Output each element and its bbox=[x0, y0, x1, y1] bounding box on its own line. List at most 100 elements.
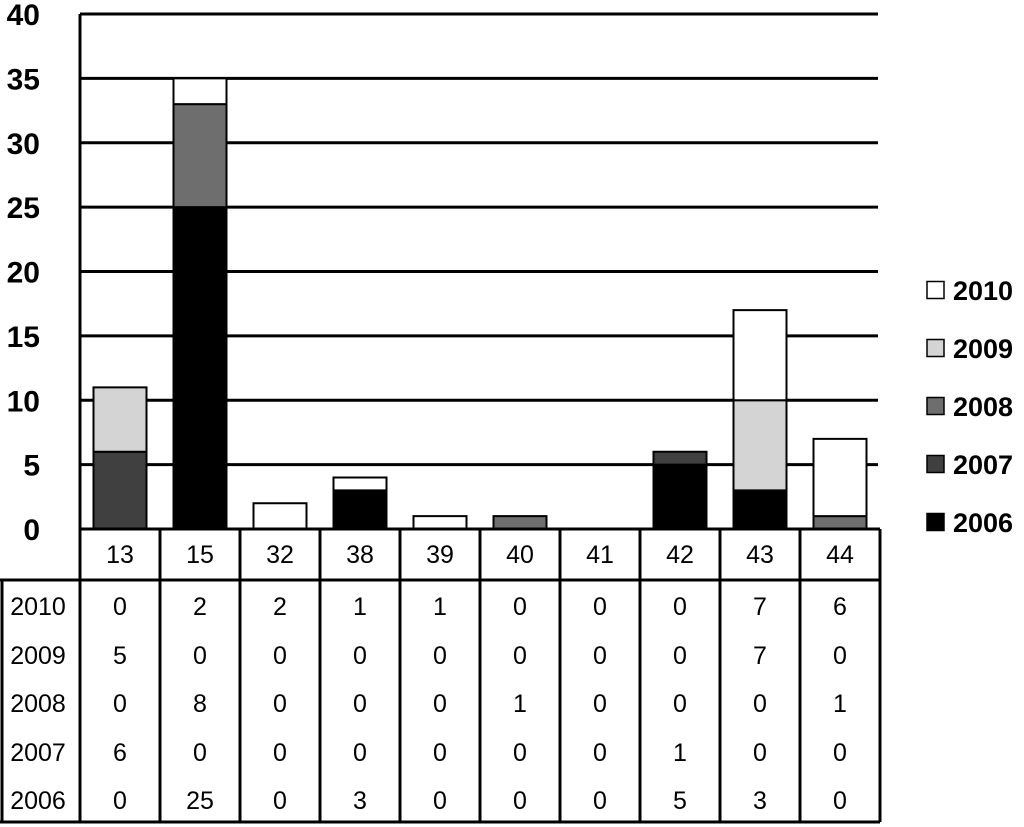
bar-segment-43-2009 bbox=[732, 399, 788, 492]
table-cell-2009-41: 0 bbox=[593, 642, 607, 670]
bar-segment-43-2010 bbox=[732, 309, 788, 402]
table-cell-2006-15: 25 bbox=[186, 787, 214, 815]
table-cell-2008-42: 0 bbox=[673, 690, 687, 718]
table-cell-2010-15: 2 bbox=[193, 593, 207, 621]
table-cell-2009-13: 5 bbox=[113, 642, 127, 670]
table-cell-2006-43: 3 bbox=[753, 787, 767, 815]
bar-segment-15-2008 bbox=[172, 103, 228, 209]
table-cell-2006-41: 0 bbox=[593, 787, 607, 815]
category-label: 15 bbox=[186, 541, 214, 569]
legend-label: 2007 bbox=[953, 450, 1013, 480]
table-cell-2006-13: 0 bbox=[113, 787, 127, 815]
table-cell-2010-41: 0 bbox=[593, 593, 607, 621]
table-cell-2010-40: 0 bbox=[513, 593, 527, 621]
table-cell-2007-44: 0 bbox=[833, 739, 847, 767]
table-row-label: 2007 bbox=[10, 739, 66, 767]
table-cell-2007-40: 0 bbox=[513, 739, 527, 767]
table-cell-2009-15: 0 bbox=[193, 642, 207, 670]
y-tick-label: 20 bbox=[7, 257, 40, 290]
legend-swatch bbox=[926, 396, 945, 416]
bar-segment-15-2010 bbox=[172, 77, 228, 106]
table-cell-2008-38: 0 bbox=[353, 690, 367, 718]
category-label: 42 bbox=[666, 541, 694, 569]
table-cell-2008-41: 0 bbox=[593, 690, 607, 718]
legend-label: 2006 bbox=[953, 508, 1013, 538]
y-tick-label: 30 bbox=[7, 128, 40, 161]
table-row-label: 2008 bbox=[10, 690, 66, 718]
table-cell-2007-42: 1 bbox=[673, 739, 687, 767]
table-cell-2008-40: 1 bbox=[513, 690, 527, 718]
table-cell-2010-13: 0 bbox=[113, 593, 127, 621]
category-label: 39 bbox=[426, 541, 454, 569]
legend: 2010 2009 2008 2007 2006 bbox=[926, 276, 1013, 538]
table-cell-2009-43: 7 bbox=[753, 642, 767, 670]
table-cell-2007-32: 0 bbox=[273, 739, 287, 767]
bar-segment-38-2006 bbox=[332, 489, 388, 530]
y-tick-label: 40 bbox=[7, 0, 40, 32]
legend-swatch bbox=[926, 454, 945, 474]
legend-swatch bbox=[926, 338, 945, 358]
legend-label: 2009 bbox=[953, 334, 1013, 364]
table-cell-2007-43: 0 bbox=[753, 739, 767, 767]
legend-item-2007: 2007 bbox=[926, 450, 1013, 480]
bar-segment-38-2010 bbox=[332, 476, 388, 492]
table-cell-2006-42: 5 bbox=[673, 787, 687, 815]
table-cell-2008-39: 0 bbox=[433, 690, 447, 718]
category-label: 40 bbox=[506, 541, 534, 569]
table-cell-2006-44: 0 bbox=[833, 787, 847, 815]
legend-item-2008: 2008 bbox=[926, 392, 1013, 422]
table-cell-2008-43: 0 bbox=[753, 690, 767, 718]
legend-swatch bbox=[926, 512, 945, 532]
table-cell-2010-39: 1 bbox=[433, 593, 447, 621]
bar-segment-42-2006 bbox=[652, 463, 708, 530]
category-label: 44 bbox=[826, 541, 854, 569]
table-cell-2009-32: 0 bbox=[273, 642, 287, 670]
table-cell-2009-40: 0 bbox=[513, 642, 527, 670]
category-label: 41 bbox=[586, 541, 614, 569]
bar-segment-32-2010 bbox=[252, 502, 308, 530]
table-cell-2009-38: 0 bbox=[353, 642, 367, 670]
table-cell-2009-42: 0 bbox=[673, 642, 687, 670]
table-row-label: 2010 bbox=[10, 593, 66, 621]
legend-item-2006: 2006 bbox=[926, 508, 1013, 538]
table-cell-2010-32: 2 bbox=[273, 593, 287, 621]
table-row-label: 2009 bbox=[10, 642, 66, 670]
category-label: 43 bbox=[746, 541, 774, 569]
bar-segment-40-2008 bbox=[492, 515, 548, 530]
table-cell-2008-44: 1 bbox=[833, 690, 847, 718]
table-cell-2009-39: 0 bbox=[433, 642, 447, 670]
legend-swatch bbox=[926, 280, 945, 300]
category-label: 38 bbox=[346, 541, 374, 569]
category-label: 13 bbox=[106, 541, 134, 569]
y-tick-label: 0 bbox=[23, 514, 40, 547]
table-cell-2010-44: 6 bbox=[833, 593, 847, 621]
table-cell-2006-40: 0 bbox=[513, 787, 527, 815]
bar-segment-13-2007 bbox=[92, 450, 148, 530]
legend-label: 2008 bbox=[953, 392, 1013, 422]
table-cell-2010-42: 0 bbox=[673, 593, 687, 621]
table-cell-2006-39: 0 bbox=[433, 787, 447, 815]
y-tick-label: 10 bbox=[7, 385, 40, 418]
bar-segment-42-2007 bbox=[652, 450, 708, 466]
y-tick-label: 25 bbox=[7, 192, 40, 225]
table-row-label: 2006 bbox=[10, 787, 66, 815]
table-cell-2010-43: 7 bbox=[753, 593, 767, 621]
table-cell-2009-44: 0 bbox=[833, 642, 847, 670]
table-cell-2008-32: 0 bbox=[273, 690, 287, 718]
table-cell-2006-38: 3 bbox=[353, 787, 367, 815]
table-cell-2007-38: 0 bbox=[353, 739, 367, 767]
legend-label: 2010 bbox=[953, 276, 1013, 306]
table-cell-2007-13: 6 bbox=[113, 739, 127, 767]
table-cell-2008-15: 8 bbox=[193, 690, 207, 718]
table-cell-2007-39: 0 bbox=[433, 739, 447, 767]
category-label: 32 bbox=[266, 541, 294, 569]
y-tick-label: 5 bbox=[23, 450, 40, 483]
bar-segment-39-2010 bbox=[412, 515, 468, 530]
table-cell-2010-38: 1 bbox=[353, 593, 367, 621]
bar-segment-44-2010 bbox=[812, 437, 868, 518]
legend-item-2009: 2009 bbox=[926, 334, 1013, 364]
table-cell-2008-13: 0 bbox=[113, 690, 127, 718]
y-tick-label: 15 bbox=[7, 321, 40, 354]
